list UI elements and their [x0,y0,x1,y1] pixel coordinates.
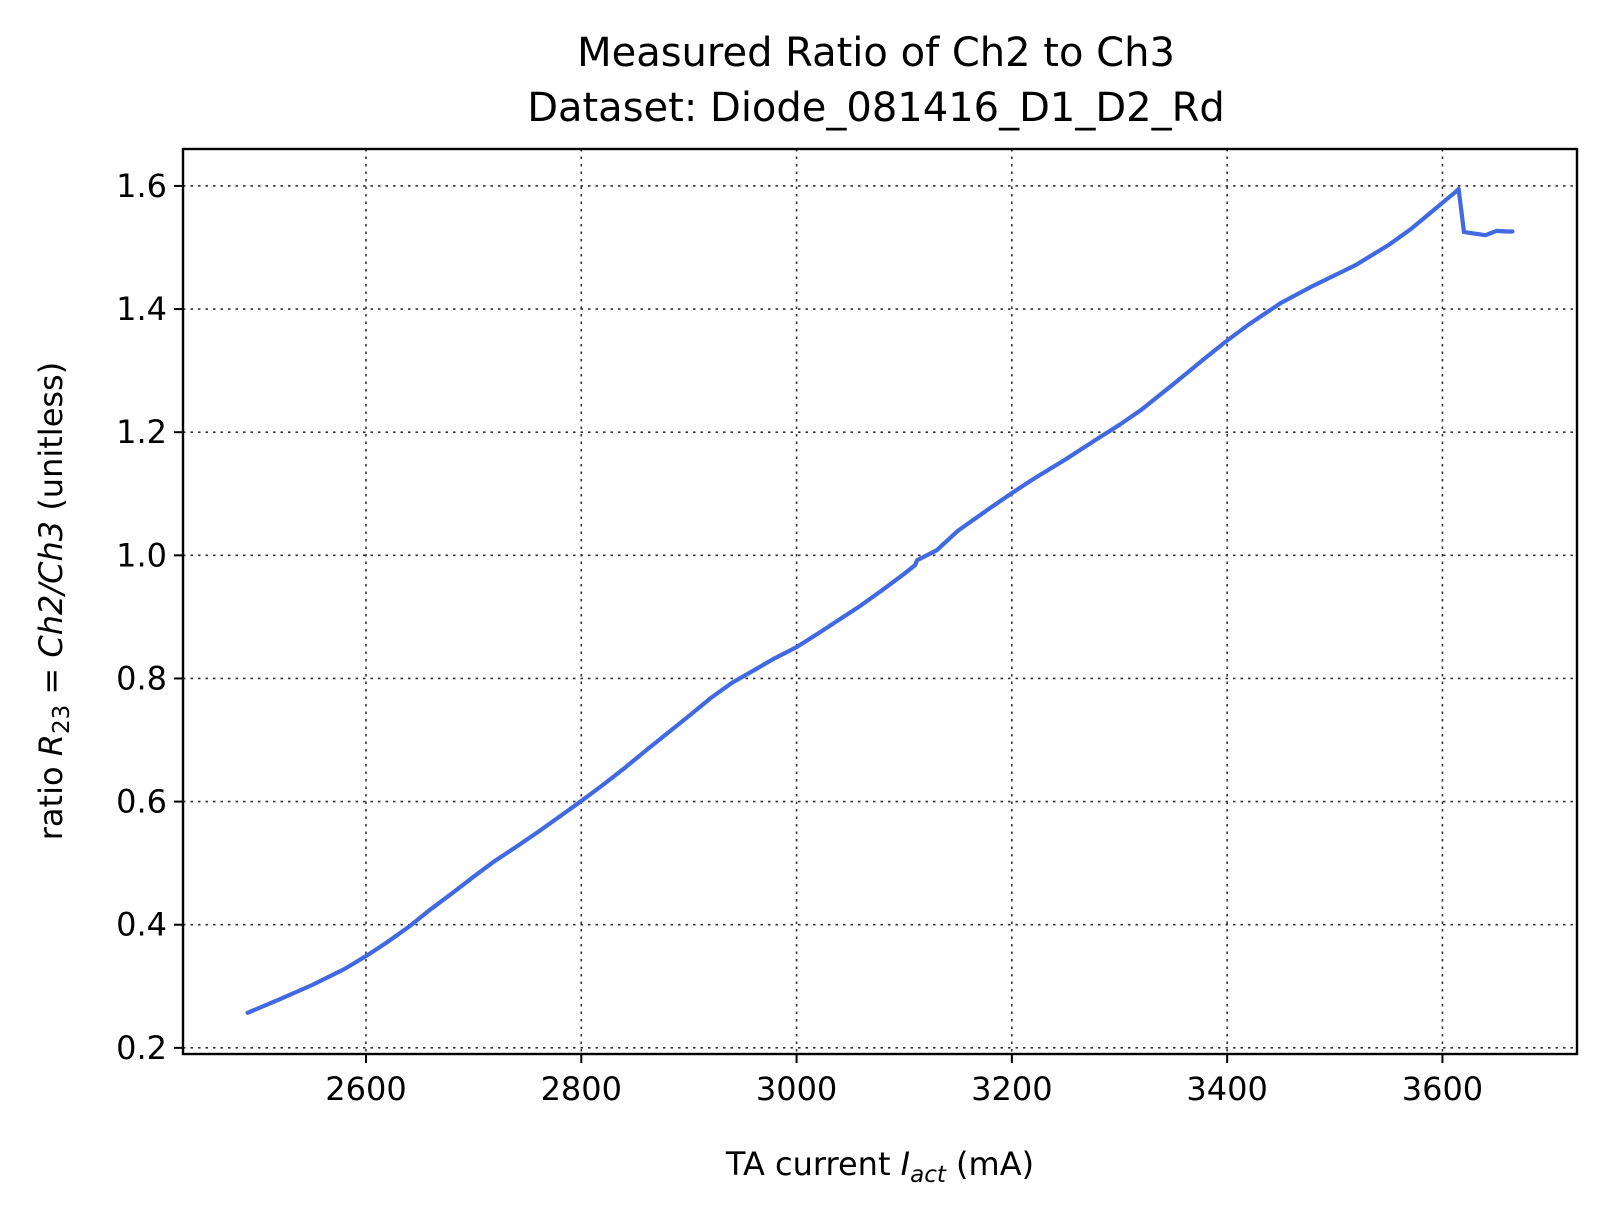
y-tick-label: 1.6 [116,167,167,205]
x-axis-label-prefix: TA current [725,1145,901,1183]
y-axis-label-subscript: 23 [49,705,75,734]
y-tick-label: 0.6 [116,783,167,821]
x-axis-label-subscript: act [910,1162,947,1188]
x-tick-label: 2600 [325,1070,406,1108]
y-tick-label: 1.2 [116,413,167,451]
y-tick-label: 1.4 [116,290,167,328]
x-axis-label-symbol: I [901,1145,910,1183]
grid-lines [183,149,1577,1054]
chart-subtitle: Dataset: Diode_081416_D1_D2_Rd [527,85,1225,131]
series-line-ratio [245,186,1515,1015]
x-axis-label-suffix: (mA) [946,1145,1034,1183]
x-tick-label: 3200 [971,1070,1052,1108]
y-axis-label-prefix: ratio [32,756,70,840]
x-tick-label: 3000 [756,1070,837,1108]
x-axis: 2600 2800 3000 3200 3400 3600 [325,1054,1483,1108]
y-axis-label-suffix: (unitless) [32,362,70,521]
chart-title: Measured Ratio of Ch2 to Ch3 [577,30,1175,76]
x-tick-label: 3600 [1402,1070,1483,1108]
x-tick-label: 2800 [541,1070,622,1108]
plot-area-frame [181,147,1579,1056]
y-tick-label: 0.8 [116,659,167,697]
y-tick-label: 1.0 [116,536,167,574]
y-axis-label: ratio R23 = Ch2/Ch3 (unitless) [32,362,75,840]
y-axis-label-symbol: R [32,734,70,756]
y-tick-label: 0.4 [116,906,167,944]
y-axis-label-equals: = [32,658,70,705]
x-axis-label: TA current Iact (mA) [725,1145,1034,1188]
y-axis: 0.2 0.4 0.6 0.8 1.0 1.2 1.4 1.6 [116,167,183,1067]
y-tick-label: 0.2 [116,1029,167,1067]
y-axis-label-expression: Ch2/Ch3 [32,521,70,658]
x-tick-label: 3400 [1186,1070,1267,1108]
